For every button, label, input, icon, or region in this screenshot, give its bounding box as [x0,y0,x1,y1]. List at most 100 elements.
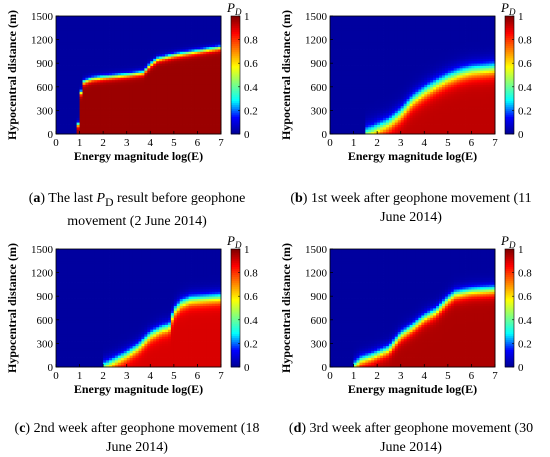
heatmap-cell [448,101,451,104]
heatmap-cell [59,92,62,95]
heatmap-cell [206,75,209,78]
heatmap-cell [65,68,68,71]
heatmap-cell [418,106,421,109]
heatmap-cell [357,94,360,97]
heatmap-cell [183,51,186,54]
heatmap-cell [171,63,174,66]
heatmap-cell [433,94,436,97]
heatmap-cell [345,113,348,116]
heatmap-cell [368,75,371,78]
heatmap-cell [212,44,215,47]
heatmap-cell [421,44,424,47]
heatmap-cell [162,35,165,38]
heatmap-cell [430,113,433,116]
heatmap-cell [156,82,159,85]
heatmap-cell [359,113,362,116]
heatmap-cell [127,101,130,104]
heatmap-cell [359,33,362,36]
heatmap-cell [136,73,139,76]
heatmap-cell [451,54,454,57]
heatmap-cell [162,110,165,113]
heatmap-cell [94,68,97,71]
heatmap-cell [357,122,360,125]
heatmap-cell [85,56,88,59]
heatmap-cell [59,127,62,130]
heatmap-cell [56,75,59,78]
heatmap-cell [365,28,368,31]
heatmap-cell [156,129,159,132]
heatmap-cell [177,70,180,73]
heatmap-cell [448,63,451,66]
heatmap-cell [451,129,454,132]
heatmap-cell [215,40,218,43]
heatmap-cell [330,113,333,116]
heatmap-cell [68,25,71,28]
heatmap-cell [389,108,392,111]
heatmap-cell [439,33,442,36]
heatmap-cell [371,110,374,113]
heatmap-cell [339,44,342,47]
heatmap-cell [413,87,416,90]
heatmap-cell [377,28,380,31]
heatmap-cell [442,25,445,28]
heatmap-cell [436,23,439,26]
heatmap-cell [342,61,345,64]
heatmap-cell [398,75,401,78]
heatmap-cell [74,99,77,102]
heatmap-cell [430,58,433,61]
heatmap-cell [56,80,59,83]
heatmap-cell [351,56,354,59]
heatmap-cell [68,70,71,73]
heatmap-cell [339,94,342,97]
heatmap-cell [348,87,351,90]
heatmap-cell [418,40,421,43]
heatmap-cell [407,23,410,26]
heatmap-cell [442,96,445,99]
heatmap-cell [136,129,139,132]
heatmap-cell [392,56,395,59]
heatmap-cell [74,92,77,95]
heatmap-cell [200,30,203,33]
heatmap-cell [359,101,362,104]
heatmap-cell [203,68,206,71]
heatmap-cell [171,84,174,87]
heatmap-cell [398,68,401,71]
heatmap-cell [418,66,421,69]
heatmap-cell [445,23,448,26]
heatmap-cell [59,101,62,104]
heatmap-cell [174,56,177,59]
heatmap-cell [398,115,401,118]
heatmap-cell [59,33,62,36]
heatmap-cell [433,115,436,118]
heatmap-cell [451,87,454,90]
heatmap-cell [147,89,150,92]
heatmap-cell [333,96,336,99]
heatmap-cell [192,77,195,80]
heatmap-cell [371,89,374,92]
heatmap-cell [162,44,165,47]
heatmap-cell [339,37,342,40]
heatmap-cell [383,129,386,132]
heatmap-cell [348,56,351,59]
heatmap-cell [342,120,345,123]
heatmap-cell [215,61,218,64]
heatmap-cell [97,106,100,109]
heatmap-cell [439,51,442,54]
heatmap-cell [59,56,62,59]
heatmap-cell [365,61,368,64]
heatmap-cell [192,125,195,128]
heatmap-cell [439,21,442,24]
heatmap-cell [362,58,365,61]
heatmap-cell [354,117,357,120]
heatmap-cell [83,54,86,57]
heatmap-cell [147,117,150,120]
heatmap-cell [368,117,371,120]
heatmap-cell [351,47,354,50]
heatmap-cell [56,58,59,61]
heatmap-cell [333,103,336,106]
heatmap-cell [130,47,133,50]
heatmap-cell [407,25,410,28]
heatmap-cell [398,23,401,26]
heatmap-cell [365,99,368,102]
heatmap-cell [106,30,109,33]
